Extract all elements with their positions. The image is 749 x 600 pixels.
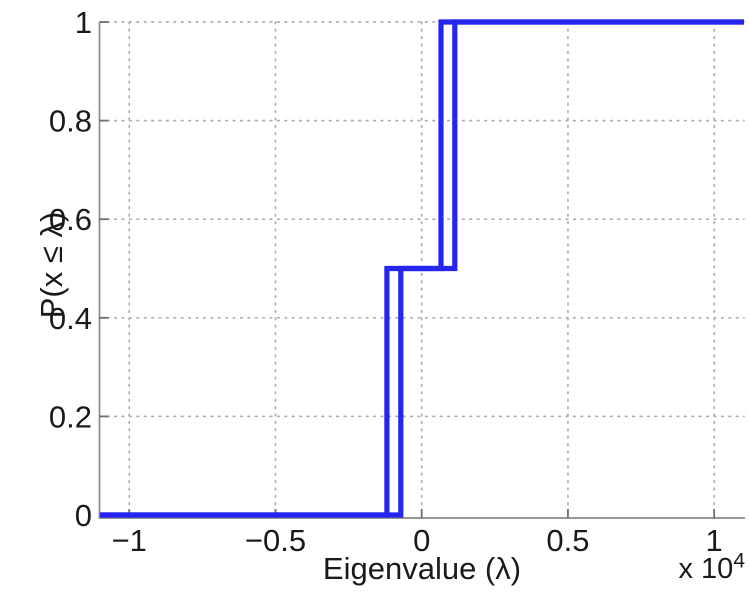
x-tick-label: −0.5 <box>245 523 306 558</box>
x-axis-exponent-label: x 104 <box>678 550 745 586</box>
y-axis-label: P(x ≤ λ) <box>34 211 69 319</box>
exponent-value: 4 <box>733 549 745 573</box>
y-tick-label: 0.8 <box>49 104 92 139</box>
exponent-prefix: x 10 <box>678 553 734 585</box>
x-tick-label: 0.5 <box>546 523 589 558</box>
y-tick-label: 0 <box>75 498 92 533</box>
y-tick-label: 1 <box>75 5 92 40</box>
x-tick-label: 0 <box>413 523 430 558</box>
y-tick-label: 0.4 <box>49 301 92 336</box>
x-tick-label: 1 <box>706 523 723 558</box>
x-axis-label: Eigenvalue (λ) <box>322 551 522 586</box>
x-tick-label: −1 <box>112 523 147 558</box>
ecdf-curve-2 <box>100 19 744 518</box>
y-tick-label: 0.6 <box>49 202 92 237</box>
y-tick-label: 0.2 <box>49 399 92 434</box>
